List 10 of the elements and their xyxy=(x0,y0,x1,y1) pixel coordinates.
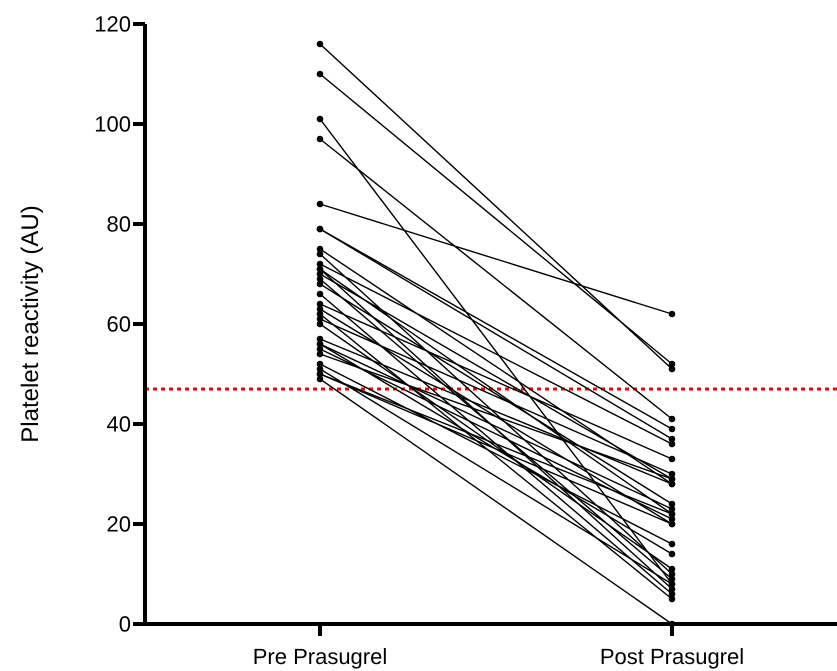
y-tick-label: 40 xyxy=(106,412,131,437)
y-tick-label: 20 xyxy=(106,512,131,537)
y-tick-label: 60 xyxy=(106,312,131,337)
y-tick-label: 100 xyxy=(94,112,131,137)
x-tick-label: Pre Prasugrel xyxy=(252,644,388,669)
y-tick-label: 0 xyxy=(118,612,131,637)
x-tick-label: Post Prasugrel xyxy=(600,644,744,669)
y-axis-title: Platelet reactivity (AU) xyxy=(17,205,44,443)
y-tick-label: 120 xyxy=(94,12,131,37)
y-tick-label: 80 xyxy=(106,212,131,237)
